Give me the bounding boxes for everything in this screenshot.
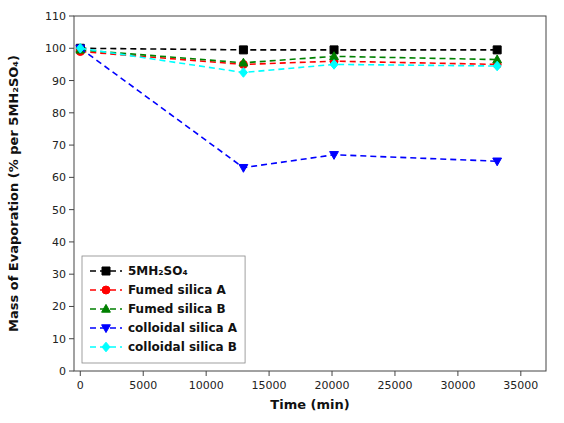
y-tick-label: 60 xyxy=(52,171,66,184)
data-point xyxy=(330,152,339,160)
x-tick xyxy=(80,371,81,376)
legend-marker xyxy=(102,267,110,275)
y-tick-label: 20 xyxy=(52,300,66,313)
x-tick-label: 35000 xyxy=(503,379,538,392)
series xyxy=(76,44,501,54)
y-tick-label: 40 xyxy=(52,236,66,249)
y-tick xyxy=(69,209,74,210)
series xyxy=(76,48,501,69)
y-tick xyxy=(69,241,74,242)
y-tick-label: 0 xyxy=(59,365,66,378)
y-tick xyxy=(69,16,74,17)
x-tick-label: 15000 xyxy=(252,379,287,392)
y-tick xyxy=(69,306,74,307)
x-tick xyxy=(269,371,270,376)
y-tick-label: 10 xyxy=(52,333,66,346)
plot-frame xyxy=(74,16,546,371)
y-tick xyxy=(69,371,74,372)
legend-label: 5MH₂SO₄ xyxy=(128,264,188,278)
y-tick xyxy=(69,274,74,275)
legend-label: colloidal silica A xyxy=(128,321,238,335)
data-point xyxy=(239,46,247,54)
y-tick-label: 50 xyxy=(52,204,66,217)
y-tick-label: 90 xyxy=(52,75,66,88)
x-tick xyxy=(206,371,207,376)
series xyxy=(76,45,502,66)
y-tick xyxy=(69,112,74,113)
series xyxy=(76,43,501,77)
x-tick-label: 30000 xyxy=(440,379,475,392)
y-tick-label: 100 xyxy=(45,42,66,55)
series xyxy=(76,45,502,172)
legend-marker xyxy=(102,342,110,352)
y-axis-label: Mass of Evaporation (% per 5MH₂SO₄) xyxy=(6,55,21,332)
x-tick-label: 0 xyxy=(77,379,84,392)
legend: 5MH₂SO₄ Fumed silica A Fumed silica B collo… xyxy=(82,256,245,363)
y-tick xyxy=(69,177,74,178)
data-point xyxy=(239,164,248,172)
legend-marker xyxy=(102,304,111,312)
x-tick xyxy=(457,371,458,376)
data-point xyxy=(76,43,84,53)
x-axis-label: Time (min) xyxy=(270,397,349,412)
y-tick xyxy=(69,145,74,146)
y-tick-label: 110 xyxy=(45,10,66,23)
legend-label: colloidal silica B xyxy=(128,340,237,354)
data-point xyxy=(330,52,339,60)
x-tick-label: 10000 xyxy=(189,379,224,392)
y-axis: 0 10 20 30 40 50 60 70 80 90 100 110 xyxy=(45,10,74,378)
x-tick xyxy=(332,371,333,376)
series-line xyxy=(80,48,497,50)
y-tick-label: 30 xyxy=(52,268,66,281)
data-point xyxy=(239,58,248,66)
legend-box xyxy=(82,256,245,363)
series-line xyxy=(80,48,497,167)
data-point xyxy=(493,158,502,166)
data-point xyxy=(493,61,501,71)
y-tick xyxy=(69,80,74,81)
x-tick xyxy=(143,371,144,376)
plot-area xyxy=(76,43,502,172)
data-point xyxy=(239,68,247,78)
y-tick xyxy=(69,48,74,49)
x-tick-label: 5000 xyxy=(129,379,157,392)
x-tick xyxy=(394,371,395,376)
x-tick-label: 20000 xyxy=(315,379,350,392)
x-tick xyxy=(520,371,521,376)
data-point xyxy=(330,60,338,70)
x-axis: 0 5000 10000 15000 20000 25000 30000 35000 xyxy=(77,371,539,392)
series-line xyxy=(80,48,497,72)
legend-label: Fumed silica A xyxy=(128,283,226,297)
legend-marker xyxy=(102,325,111,333)
y-tick-label: 80 xyxy=(52,107,66,120)
data-point xyxy=(493,46,501,54)
legend-marker xyxy=(102,286,110,294)
series-line xyxy=(80,50,497,63)
x-tick-label: 25000 xyxy=(377,379,412,392)
legend-label: Fumed silica B xyxy=(128,302,226,316)
chart: 0 5000 10000 15000 20000 25000 30000 35000 0 10 20… xyxy=(0,0,564,423)
y-tick xyxy=(69,338,74,339)
y-tick-label: 70 xyxy=(52,139,66,152)
